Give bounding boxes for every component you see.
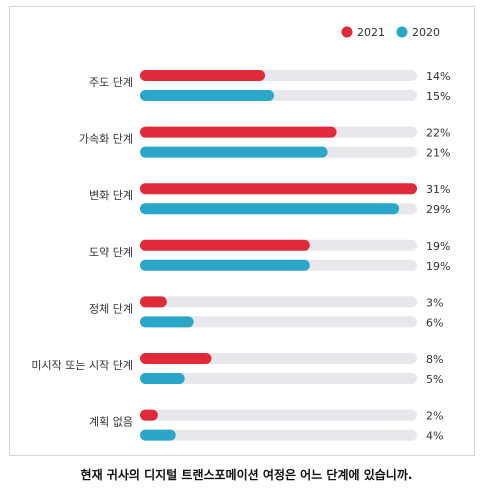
bar-2021: [140, 183, 417, 195]
bar-2020: [140, 259, 310, 271]
value-label: 21%: [426, 147, 450, 160]
bar-2021: [140, 126, 337, 138]
bar-2021: [140, 353, 212, 364]
legend-label-2021: 2021: [357, 26, 385, 39]
bar-2021: [140, 409, 158, 421]
bar-2020: [140, 203, 400, 215]
value-label: 19%: [426, 260, 450, 273]
value-label: 3%: [426, 296, 443, 309]
value-label: 15%: [426, 90, 450, 103]
bar-track: [140, 316, 417, 328]
category-label: 가속화 단계: [79, 133, 133, 146]
chart-frame: 2021 2020 주도 단계 14% 15% 가속화 단계 22% 21% 변화 단계 31% 2…: [9, 6, 475, 456]
value-label: 19%: [426, 240, 450, 253]
bar-2021: [140, 296, 167, 308]
bar-2020: [140, 316, 194, 328]
category-label: 주도 단계: [89, 76, 133, 89]
value-label: 6%: [426, 316, 443, 329]
bar-2021: [140, 239, 310, 251]
bar-2020: [140, 373, 185, 384]
value-label: 31%: [426, 183, 450, 196]
value-label: 2%: [426, 410, 443, 423]
chart-caption: 현재 귀사의 디지털 트랜스포메이션 여정은 어느 단계에 있습니까.: [80, 468, 413, 482]
value-label: 8%: [426, 353, 443, 366]
bar-2021: [140, 70, 266, 81]
value-label: 5%: [426, 373, 443, 386]
category-label: 계획 없음: [89, 416, 133, 429]
value-label: 14%: [426, 70, 450, 83]
value-label: 22%: [426, 127, 450, 140]
legend-marker-2021: [341, 26, 353, 38]
category-label: 미시작 또는 시작 단계: [31, 359, 133, 372]
bar-2020: [140, 90, 275, 101]
legend-marker-2020: [396, 26, 408, 38]
legend-label-2020: 2020: [412, 26, 440, 39]
value-label: 4%: [426, 430, 443, 443]
category-label: 도약 단계: [89, 245, 133, 259]
bar-2020: [140, 429, 176, 441]
bar-track: [140, 296, 417, 308]
bar-2020: [140, 146, 328, 158]
category-label: 변화 단계: [89, 189, 133, 202]
bar-track: [140, 409, 417, 421]
bar-track: [140, 429, 417, 441]
bar-track: [140, 373, 417, 384]
category-label: 정체 단계: [89, 302, 133, 315]
value-label: 29%: [426, 203, 450, 216]
bar-chart: 2021 2020 주도 단계 14% 15% 가속화 단계 22% 21% 변화 단계 31% 2…: [31, 26, 450, 443]
